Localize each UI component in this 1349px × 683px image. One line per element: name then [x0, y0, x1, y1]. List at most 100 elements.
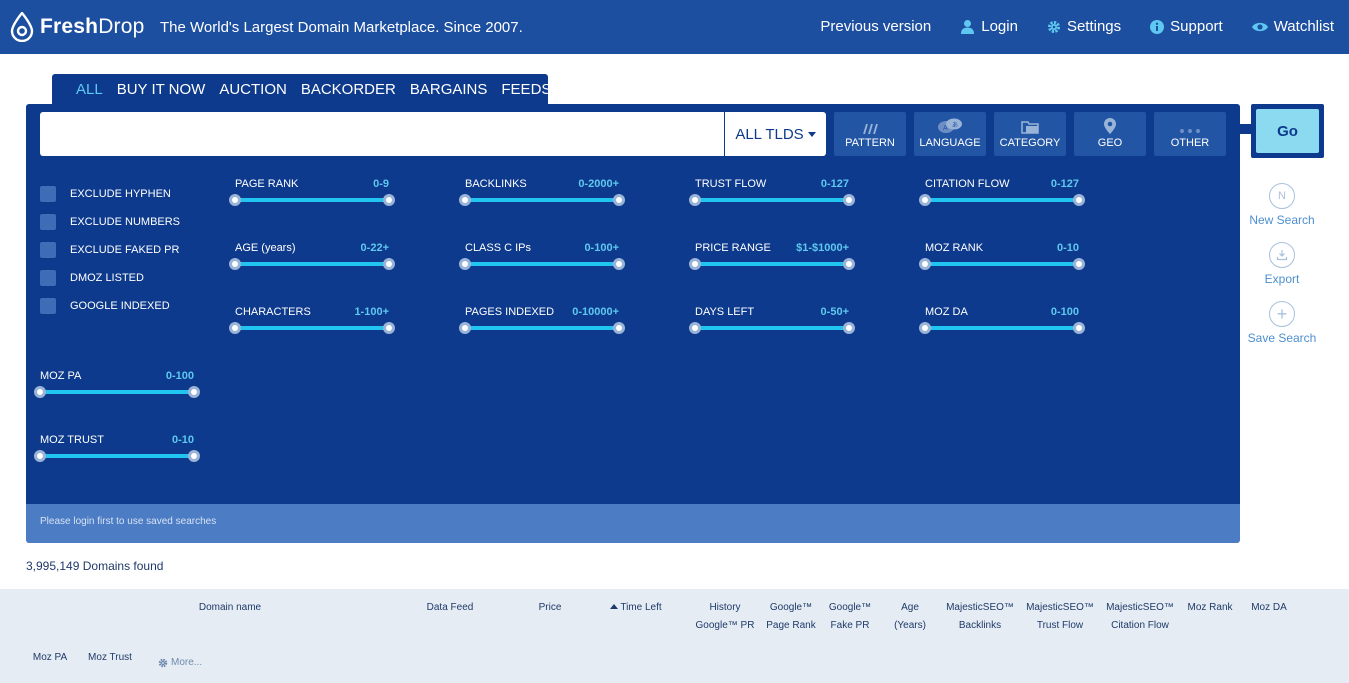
other-filter-button[interactable]: OTHER — [1154, 112, 1226, 156]
col-moz-trust[interactable]: Moz Trust — [88, 652, 132, 663]
slider-min-handle[interactable] — [689, 194, 701, 206]
save-search-button[interactable]: + Save Search — [1242, 301, 1322, 345]
col-history[interactable]: History Google™ PR — [690, 599, 760, 635]
more-columns-link[interactable]: More... — [158, 657, 202, 668]
slider-max-handle[interactable] — [188, 386, 200, 398]
tab-feeds[interactable]: FEEDS — [501, 81, 564, 98]
slider-min-handle[interactable] — [229, 258, 241, 270]
col-label-1: MajesticSEO™ — [1106, 602, 1174, 613]
slider-max-handle[interactable] — [383, 322, 395, 334]
nav-label: Previous version — [820, 18, 932, 35]
slider-min-handle[interactable] — [689, 322, 701, 334]
geo-filter-button[interactable]: GEO — [1074, 112, 1146, 156]
col-moz-rank[interactable]: Moz Rank — [1187, 602, 1233, 613]
svg-text:あ: あ — [952, 122, 958, 129]
slider-max-handle[interactable] — [383, 258, 395, 270]
col-data-feed[interactable]: Data Feed — [426, 602, 474, 613]
slider-track[interactable] — [40, 454, 194, 458]
slider-max-handle[interactable] — [843, 258, 855, 270]
checkbox-box[interactable] — [40, 270, 56, 286]
language-filter-button[interactable]: A あ LANGUAGE — [914, 112, 986, 156]
slider-min-handle[interactable] — [919, 194, 931, 206]
watchlist-link[interactable]: Watchlist — [1251, 18, 1334, 35]
slider-track[interactable] — [695, 262, 849, 266]
slider-max-handle[interactable] — [843, 194, 855, 206]
slider-label: MOZ PA — [40, 370, 82, 382]
saved-search-login-note: Please login first to use saved searches — [26, 504, 1240, 543]
slider-max-handle[interactable] — [613, 194, 625, 206]
checkbox-box[interactable] — [40, 298, 56, 314]
slider-track[interactable] — [465, 326, 619, 330]
slider-max-handle[interactable] — [613, 322, 625, 334]
checkbox-box[interactable] — [40, 186, 56, 202]
slider-min-handle[interactable] — [34, 450, 46, 462]
col-moz-pa[interactable]: Moz PA — [32, 652, 68, 663]
tab-backorder[interactable]: BACKORDER — [300, 80, 396, 98]
slider-min-handle[interactable] — [919, 322, 931, 334]
checkbox-box[interactable] — [40, 242, 56, 258]
slider-track[interactable] — [465, 262, 619, 266]
col-price[interactable]: Price — [538, 602, 562, 613]
col-label-2: Citation Flow — [1111, 620, 1169, 631]
slider-max-handle[interactable] — [1073, 258, 1085, 270]
slider-min-handle[interactable] — [689, 258, 701, 270]
tab-bargains[interactable]: BARGAINS — [409, 80, 488, 98]
slider-track[interactable] — [465, 198, 619, 202]
col-moz-da[interactable]: Moz DA — [1251, 602, 1287, 613]
slider-track[interactable] — [925, 262, 1079, 266]
settings-link[interactable]: Settings — [1047, 18, 1121, 35]
slider-min-handle[interactable] — [459, 258, 471, 270]
col-majestic-citation-flow[interactable]: MajesticSEO™ Citation Flow — [1100, 599, 1180, 635]
col-time-left[interactable]: Time Left — [600, 599, 672, 617]
slider-max-handle[interactable] — [383, 194, 395, 206]
slider-max-handle[interactable] — [613, 258, 625, 270]
exclude-hyphen-checkbox[interactable]: EXCLUDE HYPHEN — [40, 186, 171, 202]
slider-track[interactable] — [695, 198, 849, 202]
logo[interactable]: FreshDrop — [10, 12, 145, 42]
slider-min-handle[interactable] — [459, 322, 471, 334]
slider-min-handle[interactable] — [229, 322, 241, 334]
go-button[interactable]: Go — [1256, 109, 1319, 153]
col-majestic-trust-flow[interactable]: MajesticSEO™ Trust Flow — [1020, 599, 1100, 635]
slider-track[interactable] — [40, 390, 194, 394]
slider-track[interactable] — [235, 262, 389, 266]
tab-buy-it-now[interactable]: BUY IT NOW — [116, 80, 206, 98]
slider-label: AGE (years) — [235, 242, 296, 254]
slider-track[interactable] — [235, 198, 389, 202]
exclude-numbers-checkbox[interactable]: EXCLUDE NUMBERS — [40, 214, 180, 230]
slider-label: BACKLINKS — [465, 178, 527, 190]
pattern-filter-button[interactable]: PATTERN — [834, 112, 906, 156]
slider-track[interactable] — [235, 326, 389, 330]
slider-max-handle[interactable] — [188, 450, 200, 462]
category-filter-button[interactable]: CATEGORY — [994, 112, 1066, 156]
domain-search-input[interactable] — [40, 112, 725, 156]
dmoz-listed-checkbox[interactable]: DMOZ LISTED — [40, 270, 144, 286]
new-search-button[interactable]: N New Search — [1242, 183, 1322, 227]
slider-min-handle[interactable] — [34, 386, 46, 398]
support-link[interactable]: Support — [1150, 18, 1223, 35]
slider-max-handle[interactable] — [1073, 322, 1085, 334]
checkbox-box[interactable] — [40, 214, 56, 230]
slider-track[interactable] — [925, 326, 1079, 330]
slider-min-handle[interactable] — [919, 258, 931, 270]
col-domain-name[interactable]: Domain name — [198, 602, 262, 613]
tld-select[interactable]: ALL TLDS — [724, 112, 826, 156]
slider-min-handle[interactable] — [229, 194, 241, 206]
days-left-slider: DAYS LEFT 0-50+ — [686, 306, 858, 346]
slider-min-handle[interactable] — [459, 194, 471, 206]
slider-max-handle[interactable] — [843, 322, 855, 334]
export-button[interactable]: Export — [1242, 242, 1322, 286]
slider-track[interactable] — [925, 198, 1079, 202]
previous-version-link[interactable]: Previous version — [820, 18, 931, 35]
col-age[interactable]: Age (Years) — [884, 599, 936, 635]
exclude-faked-pr-checkbox[interactable]: EXCLUDE FAKED PR — [40, 242, 179, 258]
slider-max-handle[interactable] — [1073, 194, 1085, 206]
tab-all[interactable]: ALL — [76, 80, 103, 98]
login-link[interactable]: Login — [960, 18, 1018, 35]
col-google-page-rank[interactable]: Google™ Page Rank — [760, 599, 822, 635]
google-indexed-checkbox[interactable]: GOOGLE INDEXED — [40, 298, 170, 314]
col-majestic-backlinks[interactable]: MajesticSEO™ Backlinks — [940, 599, 1020, 635]
slider-track[interactable] — [695, 326, 849, 330]
col-google-fake-pr[interactable]: Google™ Fake PR — [822, 599, 878, 635]
tab-auction[interactable]: AUCTION — [219, 80, 287, 98]
